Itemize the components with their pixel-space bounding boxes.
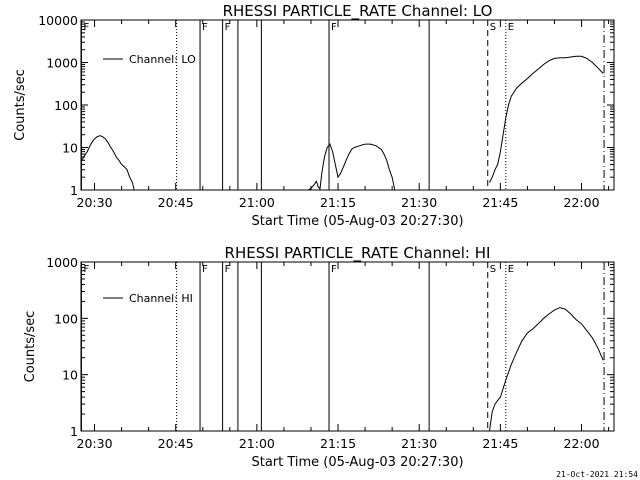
y-tick-label: 1 (70, 424, 78, 439)
x-tick-label: 21:45 (482, 436, 518, 451)
y-tick-label: 10000 (38, 13, 78, 28)
x-tick-label: 21:30 (401, 195, 437, 210)
timestamp: 21-Oct-2021 21:54 (556, 470, 638, 479)
x-tick-label: 21:00 (239, 436, 275, 451)
y-axis-label: Counts/sec (13, 69, 28, 141)
legend-label: Channel: HI (129, 292, 193, 305)
y-tick-label: 1000 (46, 56, 78, 71)
y-tick-label: 10 (62, 141, 78, 156)
x-tick-label: 21:30 (401, 436, 437, 451)
chart-title: RHESSI PARTICLE_RATE Channel: HI (225, 244, 491, 263)
annotation-label: F (331, 264, 337, 275)
annotation-label: F (202, 264, 208, 275)
panel-lo: RHESSI PARTICLE_RATE Channel: LO Start Ti… (13, 2, 615, 229)
legend-label: Channel: LO (129, 53, 196, 66)
x-tick-label: 20:30 (77, 195, 113, 210)
y-tick-label: 1000 (46, 255, 78, 270)
series-line (81, 135, 135, 190)
annotation-label: E (508, 22, 514, 33)
series-line (489, 307, 604, 431)
annotation-label: S (490, 22, 496, 33)
x-axis-label: Start Time (05-Aug-03 20:27:30) (251, 455, 463, 470)
panel-hi: RHESSI PARTICLE_RATE Channel: HI Start Ti… (23, 244, 615, 470)
y-tick-label: 100 (54, 311, 78, 326)
annotation-label: F (225, 22, 231, 33)
x-tick-label: 21:45 (482, 195, 518, 210)
annotation-label: S (490, 264, 496, 275)
annotation-label: F (202, 22, 208, 33)
series-line (489, 55, 604, 183)
y-axis-label: Counts/sec (23, 311, 38, 383)
x-tick-label: 21:00 (239, 195, 275, 210)
x-tick-label: 21:15 (320, 195, 356, 210)
annotation-label: E (508, 264, 514, 275)
annotation-label: F (331, 22, 337, 33)
x-tick-label: 20:45 (158, 436, 194, 451)
x-tick-label: 20:45 (158, 195, 194, 210)
chart-title: RHESSI PARTICLE_RATE Channel: LO (223, 2, 493, 21)
y-tick-label: 100 (54, 98, 78, 113)
x-tick-label: 22:00 (564, 195, 600, 210)
annotation-label: F (83, 22, 89, 33)
series-line (308, 143, 396, 190)
x-axis-label: Start Time (05-Aug-03 20:27:30) (251, 214, 463, 229)
annotation-label: F (225, 264, 231, 275)
x-tick-label: 20:30 (77, 436, 113, 451)
x-tick-label: 21:15 (320, 436, 356, 451)
annotation-label: F (83, 264, 89, 275)
y-tick-label: 10 (62, 368, 78, 383)
x-tick-label: 22:00 (564, 436, 600, 451)
y-tick-label: 1 (70, 183, 78, 198)
